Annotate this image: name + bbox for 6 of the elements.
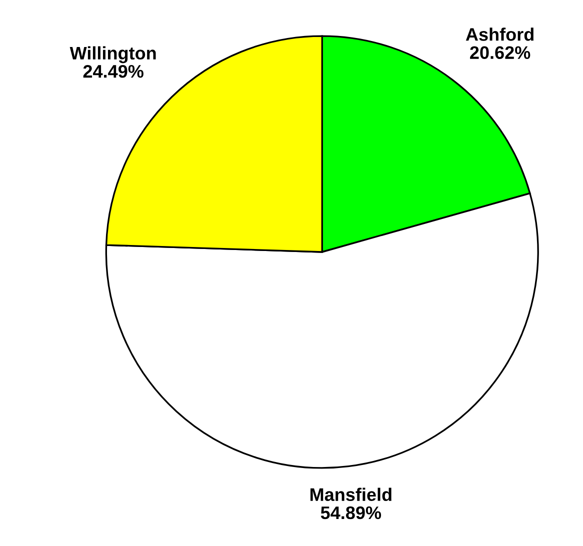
data-label: 54.89% — [320, 506, 382, 520]
slice-label: Ashford — [466, 28, 534, 41]
slice-label: Mansfield — [310, 488, 392, 502]
data-label: 24.49% — [83, 64, 144, 78]
slice-label: Willington — [70, 46, 156, 64]
data-label: 20.62% — [470, 46, 530, 59]
